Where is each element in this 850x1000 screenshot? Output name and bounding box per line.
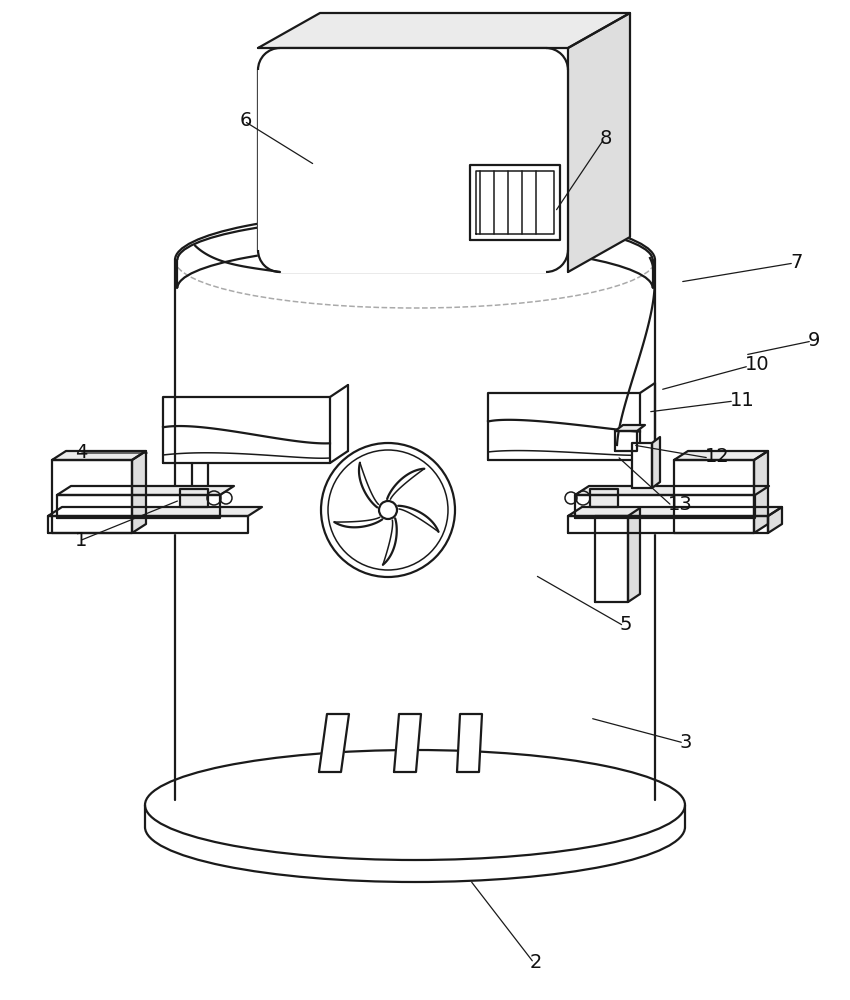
Text: 11: 11 bbox=[730, 390, 755, 410]
Polygon shape bbox=[394, 714, 421, 772]
Polygon shape bbox=[768, 507, 782, 533]
Polygon shape bbox=[48, 516, 248, 533]
Polygon shape bbox=[674, 460, 754, 533]
Polygon shape bbox=[628, 508, 640, 602]
Polygon shape bbox=[632, 443, 652, 488]
Text: 8: 8 bbox=[600, 128, 612, 147]
Polygon shape bbox=[52, 460, 132, 533]
Polygon shape bbox=[652, 437, 660, 488]
Polygon shape bbox=[457, 714, 482, 772]
Text: 12: 12 bbox=[705, 448, 730, 466]
Text: 9: 9 bbox=[808, 330, 820, 350]
Text: 2: 2 bbox=[530, 952, 542, 972]
Polygon shape bbox=[258, 13, 630, 48]
Text: 6: 6 bbox=[240, 110, 252, 129]
Polygon shape bbox=[575, 495, 755, 518]
Polygon shape bbox=[575, 486, 769, 495]
Polygon shape bbox=[258, 48, 568, 272]
Polygon shape bbox=[568, 507, 782, 516]
Polygon shape bbox=[57, 486, 234, 495]
Polygon shape bbox=[145, 750, 685, 805]
Polygon shape bbox=[595, 516, 628, 602]
Polygon shape bbox=[615, 425, 645, 431]
Polygon shape bbox=[568, 13, 630, 272]
Polygon shape bbox=[674, 451, 768, 460]
Polygon shape bbox=[57, 495, 220, 518]
Polygon shape bbox=[52, 451, 146, 460]
Text: 10: 10 bbox=[745, 356, 769, 374]
Polygon shape bbox=[319, 714, 349, 772]
Polygon shape bbox=[568, 516, 768, 533]
Text: 1: 1 bbox=[75, 530, 88, 550]
Text: 13: 13 bbox=[668, 495, 693, 514]
Text: 7: 7 bbox=[790, 252, 802, 271]
Text: 4: 4 bbox=[75, 442, 88, 462]
Polygon shape bbox=[48, 507, 262, 516]
Polygon shape bbox=[180, 489, 208, 507]
Text: 5: 5 bbox=[620, 615, 632, 635]
Polygon shape bbox=[754, 451, 768, 533]
Polygon shape bbox=[175, 260, 655, 800]
Text: 3: 3 bbox=[680, 732, 693, 752]
Polygon shape bbox=[590, 489, 618, 507]
Polygon shape bbox=[132, 451, 146, 533]
